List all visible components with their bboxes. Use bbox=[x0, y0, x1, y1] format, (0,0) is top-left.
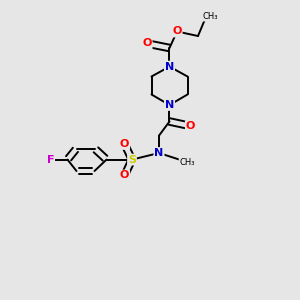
Text: N: N bbox=[165, 100, 174, 110]
Text: O: O bbox=[120, 170, 129, 181]
Text: F: F bbox=[47, 154, 54, 165]
Text: O: O bbox=[120, 139, 129, 149]
Text: N: N bbox=[165, 61, 174, 72]
Text: O: O bbox=[186, 121, 195, 131]
Text: N: N bbox=[154, 148, 164, 158]
Text: CH₃: CH₃ bbox=[179, 158, 195, 167]
Text: S: S bbox=[128, 154, 136, 165]
Text: CH₃: CH₃ bbox=[202, 12, 218, 21]
Text: O: O bbox=[142, 38, 152, 49]
Text: O: O bbox=[172, 26, 182, 37]
